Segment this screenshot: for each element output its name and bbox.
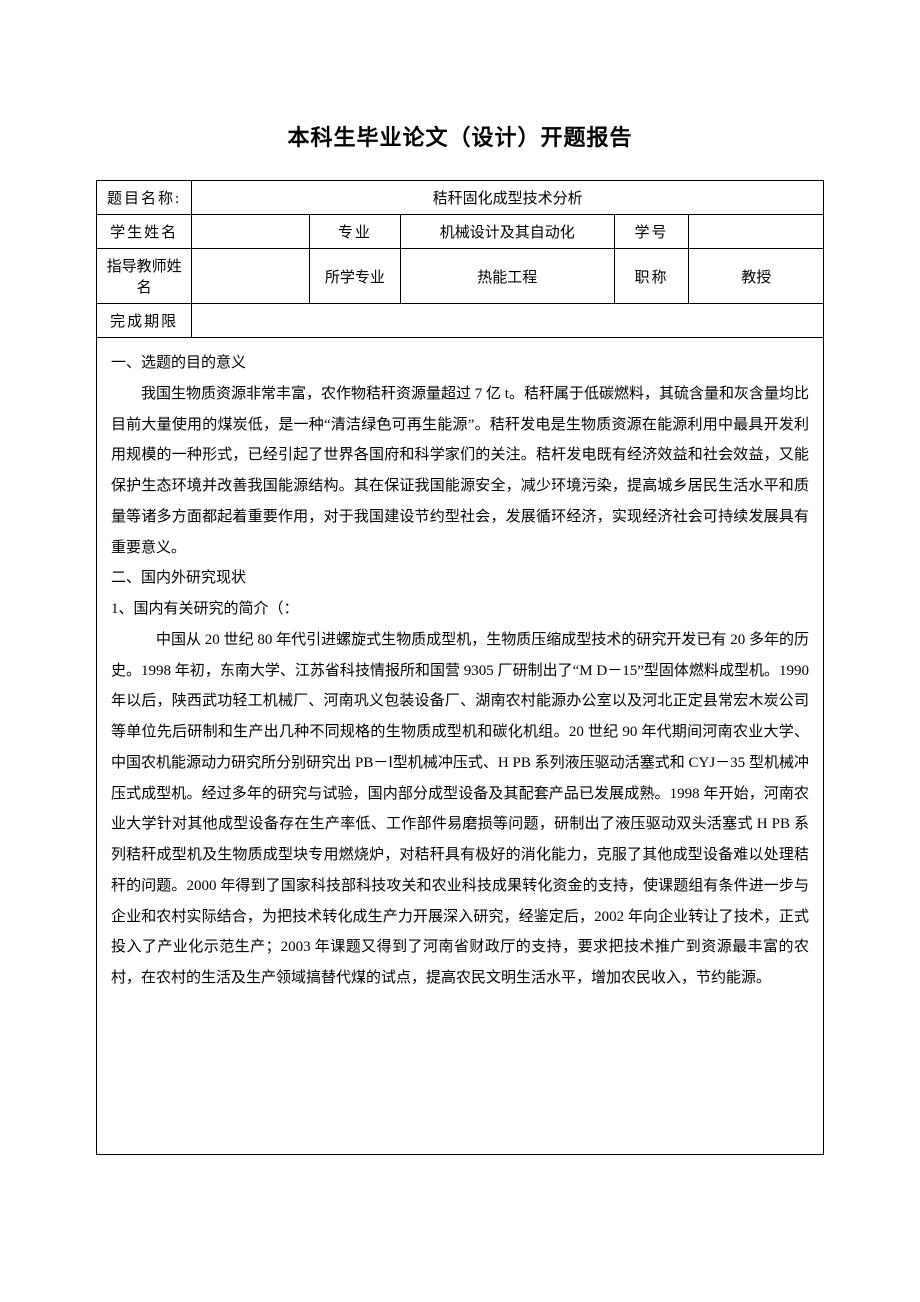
label-major: 专业 (310, 215, 401, 249)
value-student-id (689, 215, 824, 249)
label-title-rank: 职称 (614, 249, 689, 304)
value-major: 机械设计及其自动化 (400, 215, 614, 249)
proposal-form-table: 题目名称: 秸秆固化成型技术分析 学生姓名 专业 机械设计及其自动化 学号 指导… (96, 180, 824, 1155)
value-advisor (192, 249, 310, 304)
page-container: 本科生毕业论文（设计）开题报告 题目名称: 秸秆固化成型技术分析 学生姓名 专业… (0, 0, 920, 1302)
label-student-name: 学生姓名 (97, 215, 192, 249)
body-content: 一、选题的目的意义 我国生物质资源非常丰富，农作物秸秆资源量超过 7 亿 t。秸… (111, 348, 809, 1134)
label-advisor: 指导教师姓名 (97, 249, 192, 304)
value-advisor-major: 热能工程 (400, 249, 614, 304)
row-advisor: 指导教师姓名 所学专业 热能工程 职称 教授 (97, 249, 824, 304)
section2-heading: 二、国内外研究现状 (111, 563, 809, 594)
value-student-name (192, 215, 310, 249)
row-body: 一、选题的目的意义 我国生物质资源非常丰富，农作物秸秆资源量超过 7 亿 t。秸… (97, 338, 824, 1155)
body-spacer (111, 994, 809, 1134)
page-title: 本科生毕业论文（设计）开题报告 (96, 120, 824, 152)
row-topic: 题目名称: 秸秆固化成型技术分析 (97, 181, 824, 215)
label-topic: 题目名称: (97, 181, 192, 215)
section2-para1: 中国从 20 世纪 80 年代引进螺旋式生物质成型机，生物质压缩成型技术的研究开… (111, 625, 809, 994)
label-student-id: 学号 (614, 215, 689, 249)
section1-para1: 我国生物质资源非常丰富，农作物秸秆资源量超过 7 亿 t。秸秆属于低碳燃料，其硫… (111, 379, 809, 564)
body-cell: 一、选题的目的意义 我国生物质资源非常丰富，农作物秸秆资源量超过 7 亿 t。秸… (97, 338, 824, 1155)
section2-sub1: 1、国内有关研究的简介（： (111, 594, 809, 625)
row-student: 学生姓名 专业 机械设计及其自动化 学号 (97, 215, 824, 249)
value-topic: 秸秆固化成型技术分析 (192, 181, 824, 215)
label-advisor-major: 所学专业 (310, 249, 401, 304)
label-deadline: 完成期限 (97, 304, 192, 338)
value-title-rank: 教授 (689, 249, 824, 304)
value-deadline (192, 304, 824, 338)
section1-heading: 一、选题的目的意义 (111, 348, 809, 379)
row-deadline: 完成期限 (97, 304, 824, 338)
